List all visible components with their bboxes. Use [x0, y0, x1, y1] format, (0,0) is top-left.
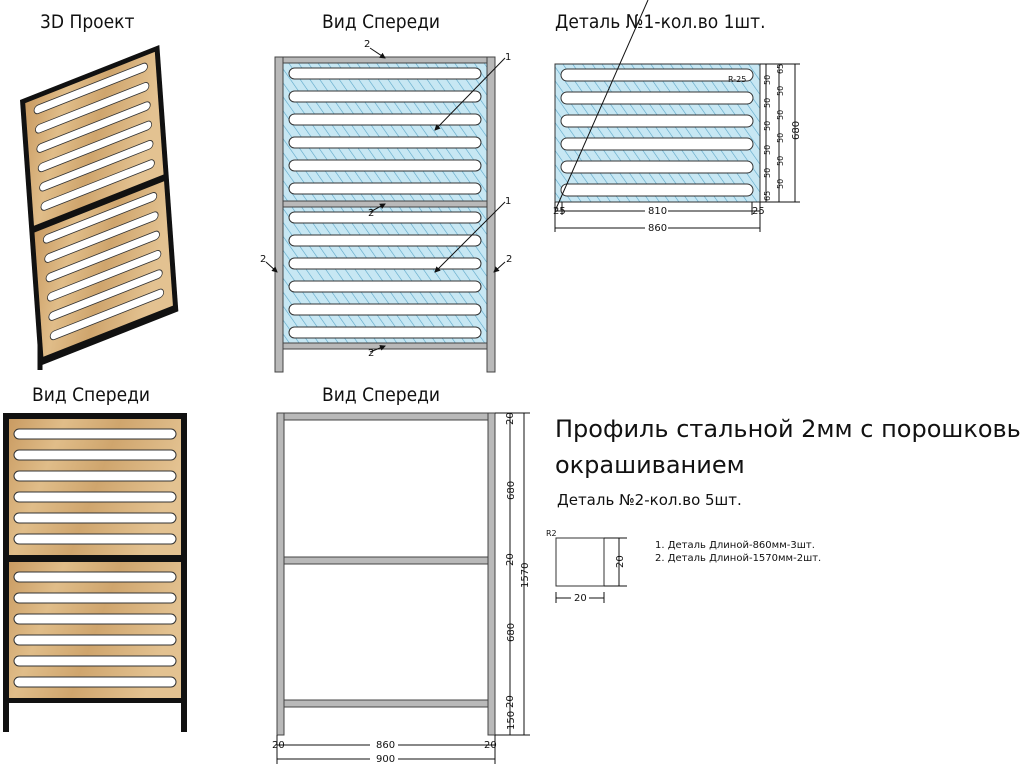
profile-title-line2: окрашиванием — [555, 451, 745, 479]
dim-post-left: 20 — [272, 740, 285, 751]
slot — [37, 120, 153, 173]
callout-2: 2 — [368, 208, 374, 219]
dim-spacing: 50 — [776, 110, 785, 120]
dim-spacing: 50 — [763, 75, 772, 85]
detail-2-profile: R2 20 20 1. Деталь Длиной-860мм-3шт. 2. … — [546, 529, 821, 604]
callout-2: 2 — [364, 39, 370, 50]
dim-bottom-20: 20 — [505, 695, 516, 708]
dim-spacing: 50 — [763, 145, 772, 155]
dim-spacing: 50 — [763, 121, 772, 131]
title-3d-project: 3D Проект — [40, 11, 134, 33]
slot — [47, 250, 162, 302]
slot — [40, 159, 155, 211]
dim-25-left: 25 — [553, 206, 566, 217]
dim-mid-20: 20 — [505, 553, 516, 566]
dim-spacing: 65 — [776, 64, 785, 74]
slot — [288, 211, 482, 224]
slot — [288, 159, 482, 172]
slot — [288, 113, 482, 126]
slot — [288, 90, 482, 103]
slot — [13, 533, 177, 545]
slot — [288, 303, 482, 316]
slot — [49, 288, 165, 341]
slot — [560, 91, 754, 105]
detail-1-drawing: R-25 680 65 50 50 50 50 50 50 50 50 50 50 65 25 810… — [553, 0, 802, 234]
note-2: 2. Деталь Длиной-1570мм-2шт. — [655, 553, 821, 564]
dim-spacing: 65 — [763, 191, 772, 201]
dim-spacing: 50 — [776, 86, 785, 96]
slot — [288, 257, 482, 270]
slot — [45, 230, 160, 283]
callout-2: 2 — [506, 254, 512, 265]
slot — [560, 68, 754, 82]
slot — [560, 137, 754, 151]
slot — [44, 211, 159, 263]
slot — [13, 571, 177, 583]
title-front-view: Вид Спереди — [322, 11, 440, 33]
callout-2: 2 — [260, 254, 266, 265]
title-front-frame: Вид Спереди — [322, 384, 440, 406]
dim-680-top: 680 — [506, 481, 517, 500]
slot — [33, 62, 148, 115]
title-detail-2: Деталь №2-кол.во 5шт. — [557, 491, 742, 509]
3d-model — [20, 44, 179, 370]
dim-25-right: 25 — [752, 206, 765, 217]
slot — [288, 67, 482, 80]
slot — [13, 634, 177, 646]
dim-810: 810 — [648, 206, 667, 217]
dim-680: 680 — [791, 121, 802, 140]
slot — [288, 182, 482, 195]
radius-label: R-25 — [728, 75, 746, 84]
slot — [13, 613, 177, 625]
dim-860: 860 — [648, 223, 667, 234]
dim-top-20: 20 — [505, 412, 516, 425]
radius-r2: R2 — [546, 529, 557, 538]
slot — [35, 82, 150, 134]
dim-680-bottom: 680 — [506, 623, 517, 642]
slot — [13, 676, 177, 688]
dim-1570: 1570 — [520, 563, 531, 588]
profile-title-line1: Профиль стальной 2мм с порошковым — [555, 415, 1021, 443]
slot — [288, 234, 482, 247]
dim-spacing: 50 — [776, 133, 785, 143]
frame-front-view: 20 680 20 680 20 150 1570 20 860 20 900 — [272, 412, 531, 765]
dim-860-frame: 860 — [376, 740, 395, 751]
title-detail-1: Деталь №1-кол.во 1шт. — [555, 11, 766, 33]
dim-20-height: 20 — [615, 555, 626, 568]
slot — [560, 160, 754, 174]
dim-spacing: 50 — [763, 168, 772, 178]
callout-1: 1 — [505, 52, 511, 63]
callout-1: 1 — [505, 196, 511, 207]
slot — [13, 491, 177, 503]
front-render — [3, 413, 187, 732]
slot — [288, 326, 482, 339]
slot — [288, 136, 482, 149]
dim-spacing: 50 — [776, 156, 785, 166]
title-front-render: Вид Спереди — [32, 384, 150, 406]
dim-20-width: 20 — [574, 593, 587, 604]
note-1: 1. Деталь Длиной-860мм-3шт. — [655, 540, 815, 551]
slot — [13, 470, 177, 482]
slot — [48, 269, 163, 321]
dim-900: 900 — [376, 754, 395, 765]
slot — [13, 428, 177, 440]
slot — [13, 655, 177, 667]
slot — [560, 183, 754, 197]
slot — [13, 512, 177, 524]
dim-spacing: 50 — [763, 98, 772, 108]
dim-spacing: 50 — [776, 179, 785, 189]
slot — [36, 101, 151, 153]
callout-2: 2 — [368, 348, 374, 359]
slot — [13, 449, 177, 461]
slot — [13, 592, 177, 604]
slot — [42, 192, 158, 244]
dim-post-right: 20 — [484, 740, 497, 751]
slot — [39, 139, 154, 192]
slot — [288, 280, 482, 293]
slot — [560, 114, 754, 128]
dim-150: 150 — [506, 711, 517, 730]
front-view-assembly: 1 1 2 2 2 2 2 — [260, 39, 512, 373]
